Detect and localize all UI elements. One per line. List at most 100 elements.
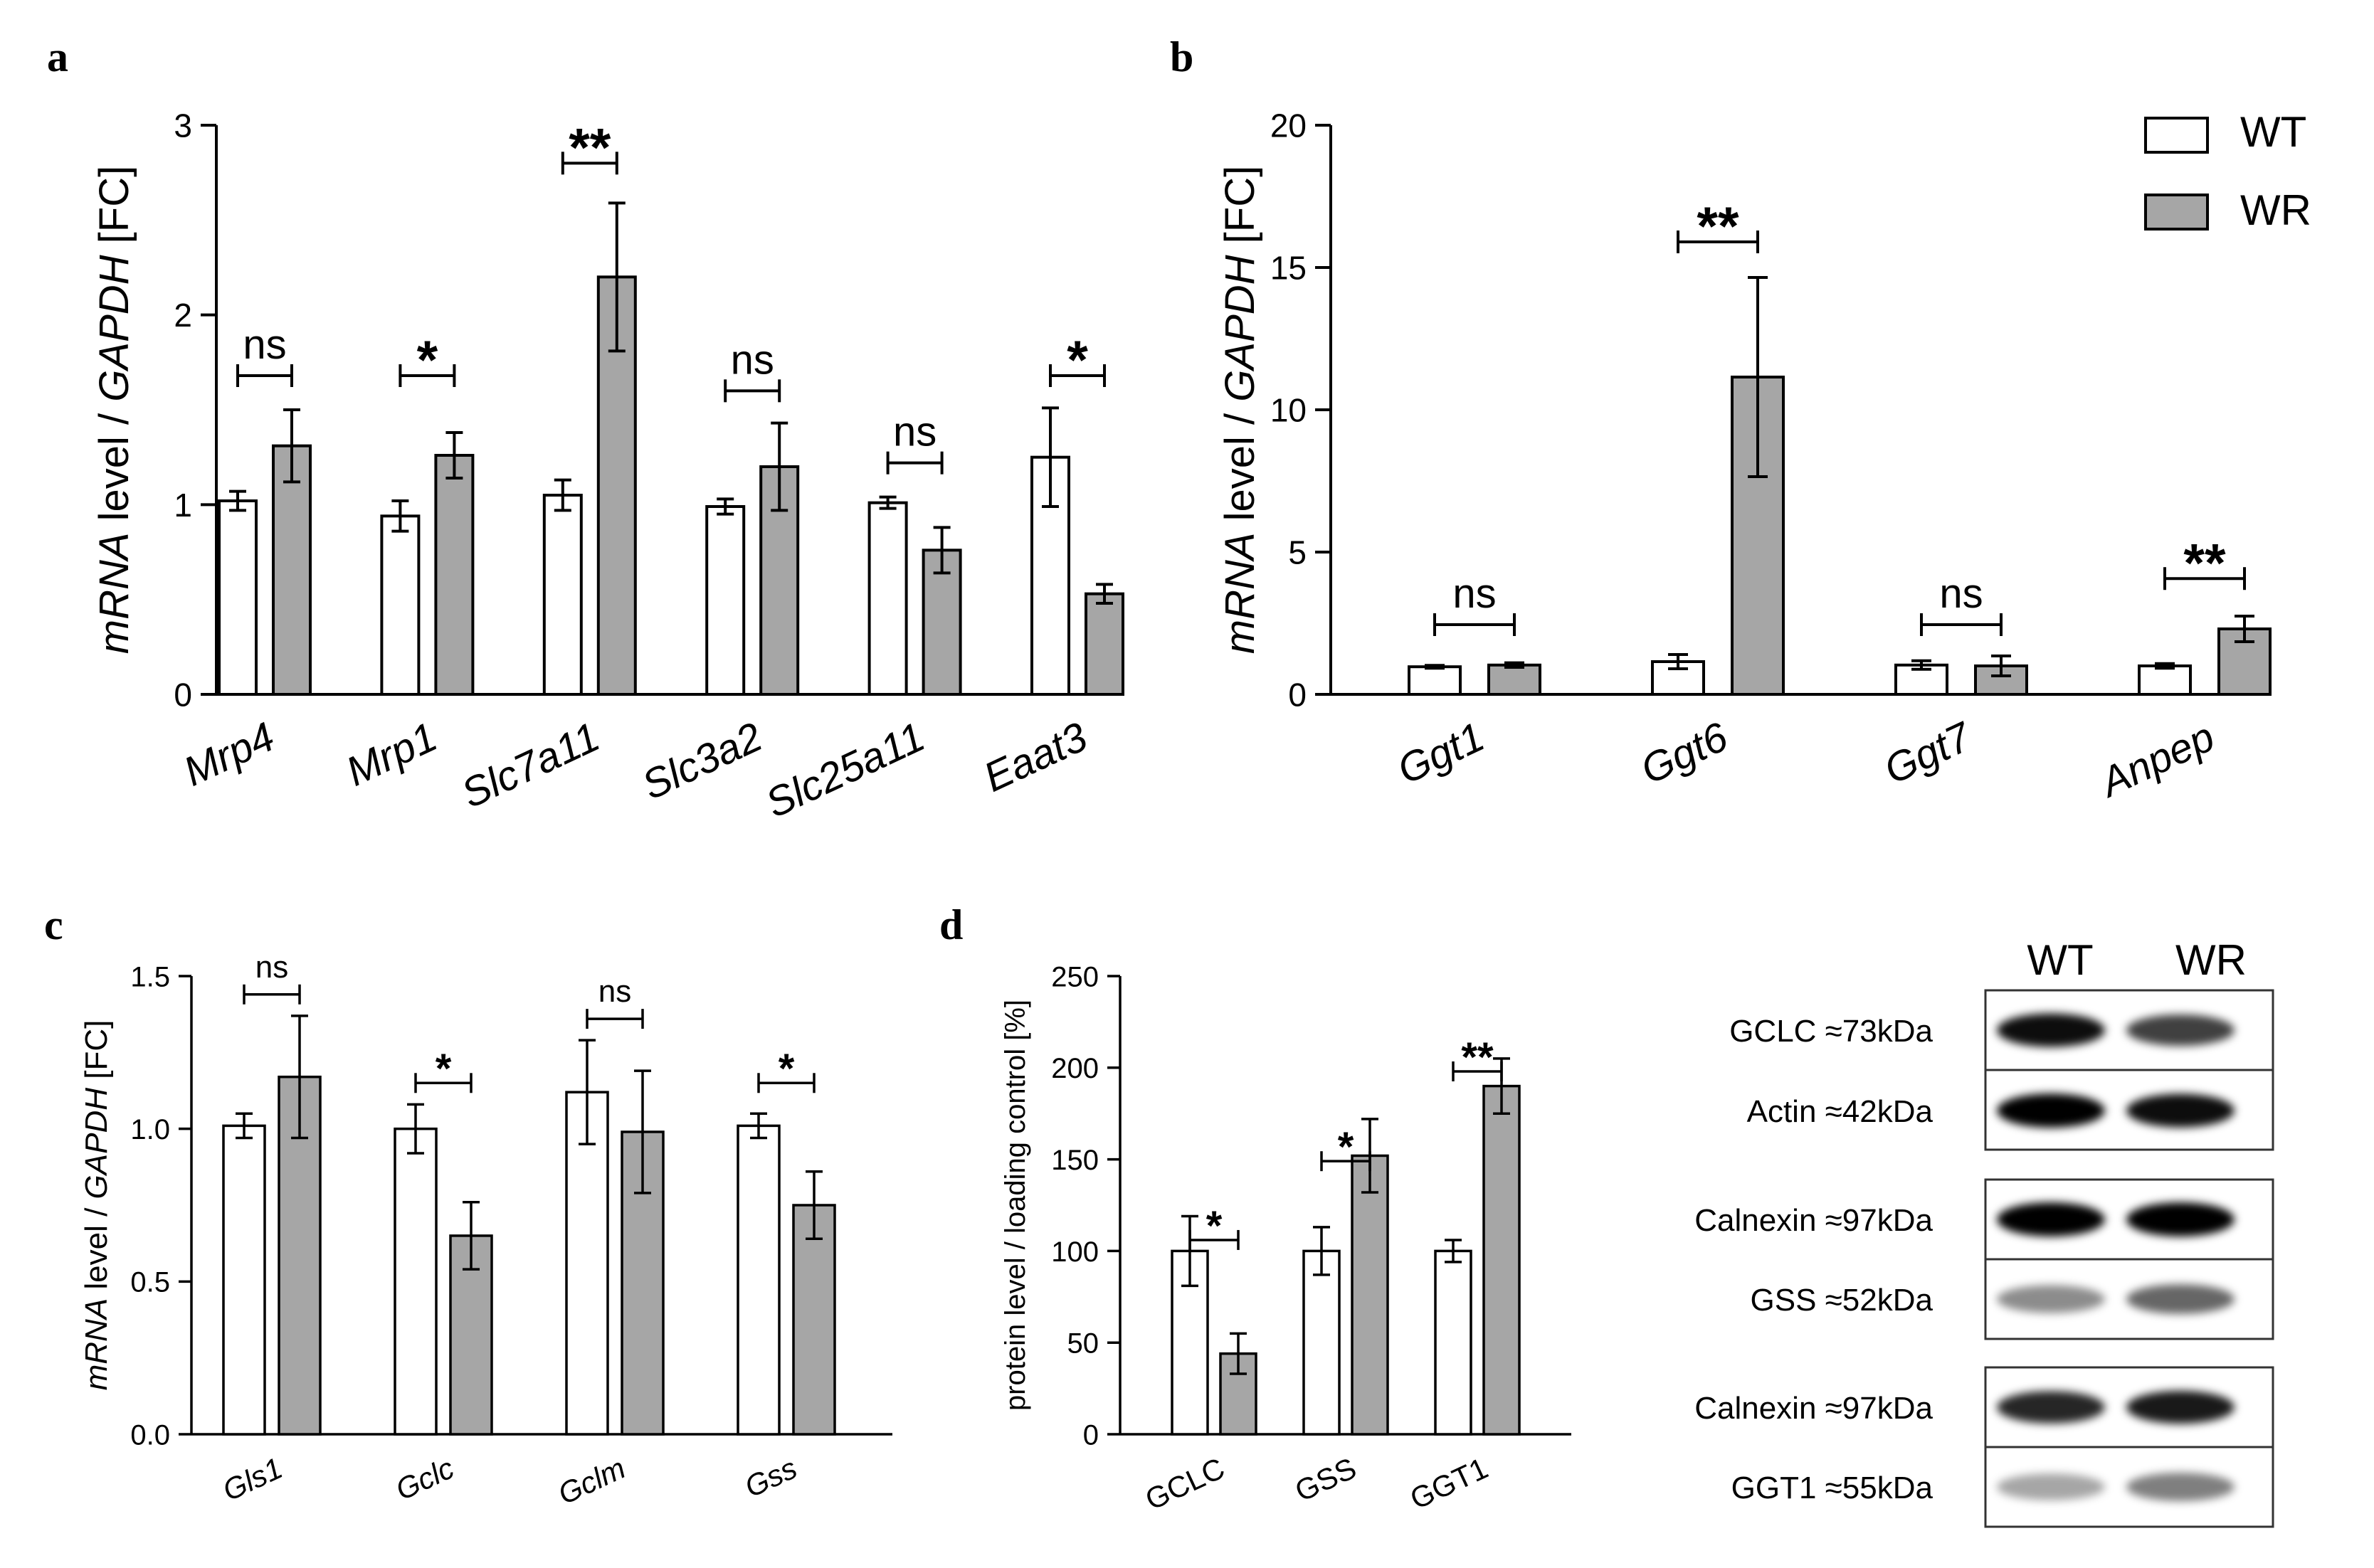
y-axis-label-italic: mRNA (91, 532, 137, 654)
bar-wt (380, 514, 421, 696)
category-label: Slc3a2 (635, 714, 769, 809)
category-label: Mrp1 (339, 714, 444, 795)
legend: WT WR (2144, 108, 2311, 234)
blot-band-label: GGT1 ≈55kDa (1731, 1471, 1934, 1505)
category-label: Ggt6 (1634, 714, 1735, 793)
chart-panel-c: 0.0 0.5 1.0 1.5 mRNA level / GAPDH [FC] ns Gls… (79, 950, 892, 1511)
bar-wr (1085, 592, 1124, 696)
bar-wt (222, 1124, 266, 1436)
y-axis-label-italic: mRNA (1217, 532, 1263, 654)
category-label: Gclc (391, 1451, 459, 1507)
category-label: GSS (1290, 1451, 1361, 1508)
category-label: GCLC (1140, 1451, 1230, 1517)
blot-band-wr (2126, 1202, 2235, 1236)
significance-label: ns (893, 409, 937, 455)
bar-wt (1302, 1249, 1341, 1436)
y-axis-label-gene: GAPDH (79, 1088, 114, 1199)
blot-band-wt (1997, 1473, 2105, 1500)
blot-band-wt (1997, 1202, 2105, 1236)
significance-label: ns (243, 322, 286, 368)
y-axis-label-tail: [FC] (79, 1020, 114, 1088)
y-axis-label-italic: mRNA (79, 1298, 114, 1391)
blot-band-wt (1997, 1391, 2105, 1424)
y-tick-label: 5 (1288, 534, 1307, 571)
significance-label: * (1067, 330, 1088, 391)
significance-label: * (1338, 1124, 1354, 1170)
blot-col-label: WT (2027, 936, 2093, 984)
panel-label-c: c (44, 901, 63, 948)
category-label: Eaat3 (977, 714, 1094, 801)
significance-label: * (779, 1046, 795, 1092)
bar-wt (218, 499, 258, 696)
y-tick-label: 250 (1051, 961, 1099, 992)
y-tick-label: 1.0 (130, 1114, 170, 1145)
significance-label: * (1206, 1203, 1223, 1249)
blot-band-wr (2126, 1390, 2235, 1424)
western-blot: WT WR GCLC ≈73kDa Actin ≈42kDa Calnexin ≈97k… (1694, 936, 2274, 1528)
bar-wt (394, 1127, 438, 1436)
y-tick-label: 1.5 (130, 961, 170, 992)
category-label: Gss (739, 1451, 802, 1504)
y-axis-label-tail: [FC] (91, 166, 137, 255)
blot-col-label: WR (2175, 936, 2247, 984)
blot-band-label: Calnexin ≈97kDa (1694, 1203, 1933, 1238)
y-axis-label: mRNA level / GAPDH [FC] (79, 1020, 114, 1391)
significance-label: ns (1939, 571, 1983, 617)
category-label: GGT1 (1405, 1451, 1493, 1516)
y-axis-label-mid: level / (91, 402, 137, 533)
bar-wt (1408, 665, 1462, 696)
bar-wr (1351, 1154, 1389, 1436)
category-label: Slc25a11 (759, 714, 932, 827)
bar-wr (434, 454, 475, 696)
y-tick-label: 20 (1270, 107, 1307, 144)
blot-band-wr (2126, 1015, 2235, 1046)
significance-label: ns (1452, 571, 1496, 617)
significance-label: ** (569, 118, 611, 179)
y-tick-label: 0 (1083, 1419, 1099, 1451)
bar-wt (1434, 1249, 1472, 1436)
y-tick-label: 1 (174, 487, 192, 524)
y-axis-label-mid: level / (79, 1199, 114, 1298)
legend-swatch-wr (2144, 194, 2209, 231)
bar-wr (1482, 1084, 1521, 1436)
blot-band-wr (2126, 1093, 2235, 1128)
y-tick-label: 150 (1051, 1145, 1099, 1176)
y-tick-label: 100 (1051, 1236, 1099, 1268)
y-axis-label: protein level / loading control [%] (1000, 1000, 1031, 1411)
blot-band-wt (1997, 1013, 2105, 1047)
category-label: Gclm (553, 1451, 631, 1511)
bar-wt (737, 1124, 781, 1436)
significance-label: * (417, 330, 438, 391)
y-tick-label: 0.5 (130, 1267, 170, 1298)
y-tick-label: 0.0 (130, 1419, 170, 1451)
y-axis-label: mRNA level / GAPDH [FC] (91, 166, 137, 654)
chart-panel-d: 0 50 100 150 200 250 protein level / loading c… (1000, 961, 1571, 1516)
panel-label-a: a (47, 33, 68, 80)
bar-wt (705, 505, 746, 696)
bar-wt (2138, 664, 2192, 696)
significance-label: ** (2183, 533, 2226, 593)
y-axis-label-tail: [FC] (1217, 166, 1263, 255)
blot-band-wt (1997, 1285, 2105, 1313)
significance-label: * (436, 1046, 452, 1092)
y-tick-label: 0 (174, 677, 192, 714)
blot-band-wt (1997, 1093, 2105, 1128)
category-label: Gls1 (218, 1451, 287, 1508)
y-axis-label-mid: level / (1217, 402, 1263, 533)
blot-band-wr (2126, 1284, 2235, 1314)
bar-wt (867, 501, 908, 696)
category-label: Ggt1 (1391, 714, 1491, 793)
blot-band-label: Actin ≈42kDa (1747, 1094, 1934, 1129)
blot-band-label: Calnexin ≈97kDa (1694, 1391, 1933, 1426)
blot-band-label: GCLC ≈73kDa (1729, 1014, 1933, 1049)
blot-band-wr (2126, 1473, 2235, 1501)
category-label: Mrp4 (176, 714, 281, 795)
y-tick-label: 50 (1067, 1328, 1099, 1360)
legend-label-wr: WR (2240, 186, 2311, 234)
y-axis-label: mRNA level / GAPDH [FC] (1217, 166, 1263, 654)
y-tick-label: 0 (1288, 677, 1307, 714)
panel-label-d: d (939, 901, 963, 948)
